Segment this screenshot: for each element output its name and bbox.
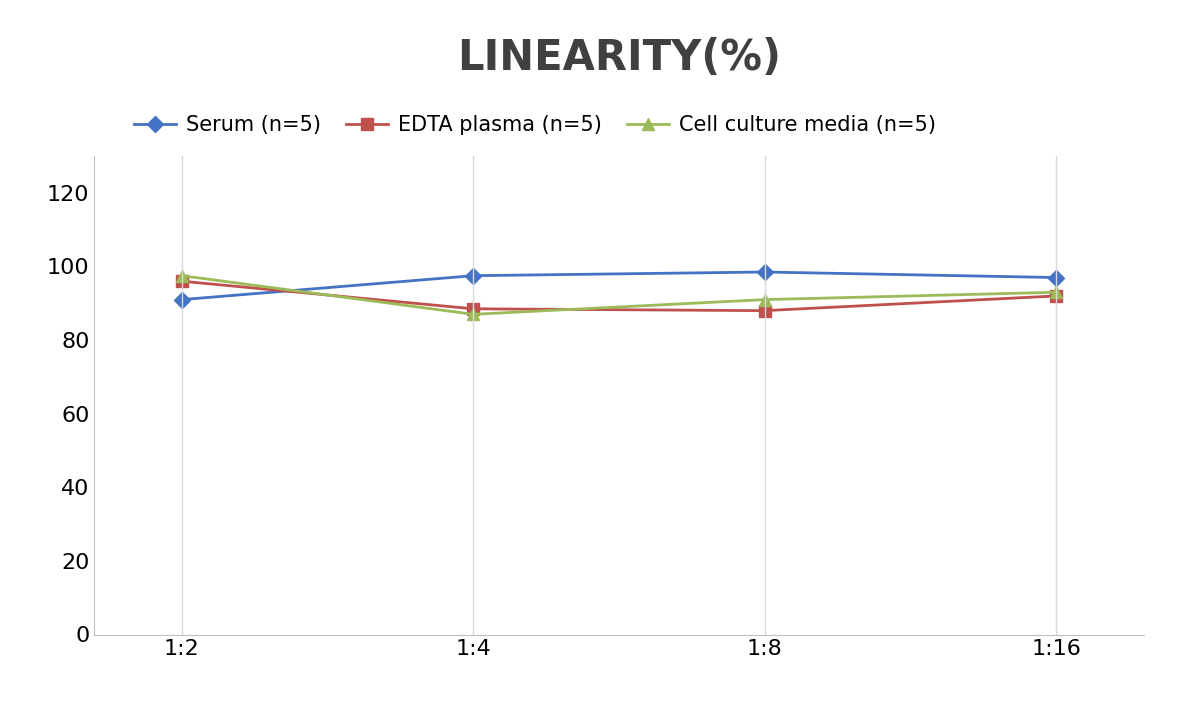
Legend: Serum (n=5), EDTA plasma (n=5), Cell culture media (n=5): Serum (n=5), EDTA plasma (n=5), Cell cul… <box>126 107 944 144</box>
Text: LINEARITY(%): LINEARITY(%) <box>457 37 780 79</box>
